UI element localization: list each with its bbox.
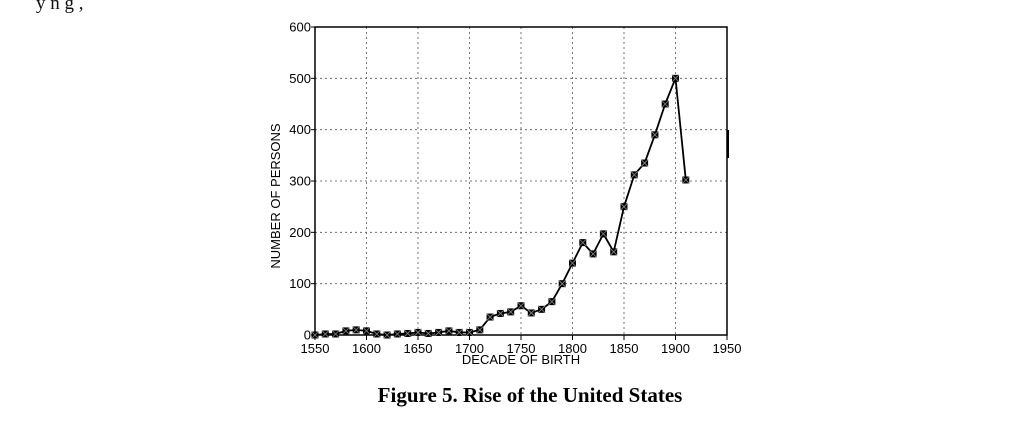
y-axis-label: NUMBER OF PERSONS — [268, 123, 283, 269]
data-point-cross — [445, 327, 453, 335]
data-point-cross — [620, 202, 628, 211]
x-tick-label: 1850 — [610, 341, 639, 356]
data-point-cross — [352, 326, 360, 334]
data-point-cross — [476, 326, 484, 334]
data-point-cross — [321, 330, 330, 338]
data-point-cross — [599, 230, 608, 238]
page-edge-mark — [727, 130, 729, 158]
data-point-cross — [517, 301, 525, 310]
data-point-cross — [331, 330, 340, 338]
data-point-cross — [496, 309, 505, 318]
data-point-cross — [537, 305, 546, 314]
line-chart: 1550 1600 1650 1700 1750 1800 1850 1900 1950 0 10… — [268, 20, 742, 368]
x-axis: 1550 1600 1650 1700 1750 1800 1850 1900 1950 — [301, 335, 742, 356]
y-tick-label: 200 — [289, 225, 311, 240]
data-point-cross — [661, 100, 669, 108]
data-point-cross — [568, 259, 577, 267]
data-point-cross — [609, 248, 618, 256]
y-tick-label: 500 — [289, 71, 311, 86]
data-point-cross — [362, 327, 371, 335]
x-tick-label: 1900 — [661, 341, 690, 356]
data-point-cross — [579, 238, 587, 247]
top-text-fragment: y n g , — [36, 0, 84, 14]
x-axis-label: DECADE OF BIRTH — [462, 352, 580, 367]
y-tick-label: 300 — [289, 174, 311, 189]
data-point-cross — [651, 131, 659, 139]
x-tick-label: 1550 — [301, 341, 330, 356]
x-tick-label: 1700 — [455, 341, 484, 356]
data-point-cross — [393, 330, 402, 338]
data-point-cross — [589, 250, 597, 258]
data-point-cross — [682, 176, 690, 184]
y-tick-label: 600 — [289, 20, 311, 35]
x-tick-label: 1600 — [352, 341, 381, 356]
figure-caption: Figure 5. Rise of the United States — [377, 383, 683, 407]
data-point-cross — [506, 308, 515, 316]
data-point-cross — [311, 331, 319, 339]
x-tick-label: 1750 — [507, 341, 536, 356]
data-point-cross — [383, 331, 391, 339]
data-point-cross — [465, 328, 474, 337]
data-point-cross — [373, 330, 381, 338]
data-point-cross — [527, 309, 536, 317]
grid — [315, 27, 727, 335]
chart-container: 1550 1600 1650 1700 1750 1800 1850 1900 1950 0 10… — [268, 20, 742, 368]
y-tick-label: 400 — [289, 122, 311, 137]
data-point-cross — [640, 159, 649, 167]
data-point-cross — [671, 74, 680, 83]
data-point-cross — [630, 171, 639, 179]
series-line — [314, 77, 687, 336]
y-tick-label: 0 — [304, 328, 311, 343]
y-axis: 0 100 200 300 400 500 600 — [289, 20, 315, 343]
x-tick-label: 1650 — [404, 341, 433, 356]
data-point-cross — [414, 328, 422, 337]
x-tick-label: 1950 — [713, 341, 742, 356]
x-tick-label: 1800 — [558, 341, 587, 356]
data-point-cross — [558, 279, 566, 288]
data-point-cross — [455, 328, 463, 337]
y-tick-label: 100 — [289, 276, 311, 291]
data-point-cross — [403, 329, 412, 338]
data-point-cross — [486, 313, 494, 321]
data-point-cross — [342, 327, 350, 335]
data-point-cross — [424, 329, 433, 338]
data-point-cross — [548, 297, 556, 306]
data-point-cross — [434, 328, 443, 337]
series-group — [311, 74, 690, 339]
